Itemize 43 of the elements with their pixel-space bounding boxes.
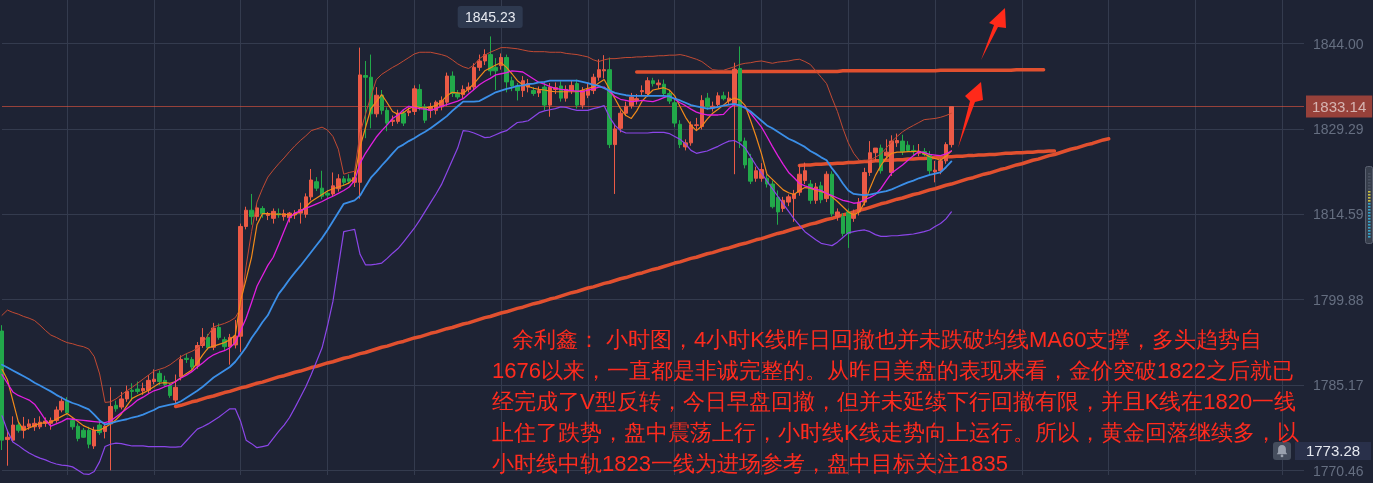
candlestick [716,91,720,108]
candlestick [249,193,254,226]
candlestick [173,374,178,405]
y-tick-label: 1770.46 [1313,462,1364,479]
candlestick [401,109,406,127]
candlestick [575,79,579,110]
candlestick [721,91,726,101]
candlestick [705,92,710,111]
candlestick [537,86,541,98]
y-tick-label: 1799.88 [1313,291,1364,308]
annotation: 1845.23 [457,6,523,29]
candlestick [0,324,4,451]
y-tick-label: 1844.00 [1313,35,1364,52]
candlestick [92,426,96,450]
text: 1773.28 [1305,442,1361,459]
candlestick [824,170,829,203]
y-tick-label: 1829.29 [1313,120,1364,137]
candlestick [179,354,183,381]
candlestick [168,382,172,399]
candlestick [624,101,628,117]
candlestick [613,124,617,195]
candlestick [656,79,661,90]
candlestick [531,86,536,97]
candlestick [542,81,547,111]
candlestick [607,56,612,149]
candlestick [217,322,221,341]
candlestick [211,322,216,351]
candlestick [260,205,265,219]
candlestick [65,396,69,416]
ref-line-label: 1833.14 [1312,98,1367,116]
candlestick [651,77,655,88]
candlestick [16,421,21,434]
candlestick [830,170,834,218]
candlestick [835,207,840,222]
candlestick [114,400,118,413]
candlestick [672,97,677,128]
y-tick-label: 1814.59 [1313,206,1364,223]
y-tick-label: 1785.17 [1313,377,1364,394]
candlestick [108,386,113,471]
candlestick [374,86,379,118]
candlestick [678,119,682,149]
candlestick [618,109,623,133]
annotation: 余利鑫： 小时图，4小时K线昨日回撤也并未跌破均线MA60支撑，多头趋势自1676以来，一直都是非诚完整的。从昨日美盘的表现来看，金价突破1822之后就已经完成了V型反转，今日早盘回撤，但并未延续下行回撤有限，并且K线在1820一线止住了跌势，盘中震荡上行，小时线K线走势向上运行。所以，黄金回落继续多，以小时线中轨1823一线为进场参考，盘中目标关注1835 [492,326,1300,478]
